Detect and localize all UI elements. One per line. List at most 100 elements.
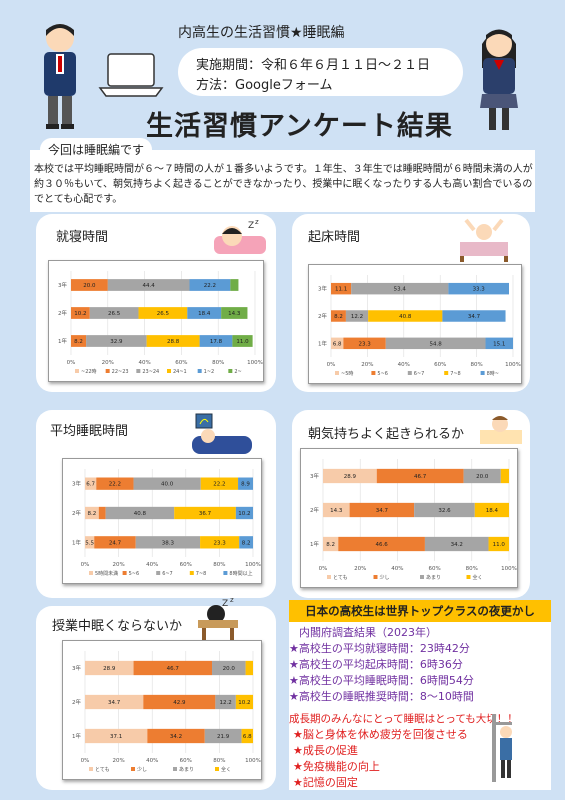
- category-label: 2年: [310, 506, 319, 514]
- info-point-3: ★免疫機能の向上: [293, 760, 380, 773]
- info-point-4: ★記憶の固定: [293, 776, 358, 789]
- chart-title-morning: 朝気持ちよく起きられるか: [300, 420, 473, 445]
- data-label: 40.8: [134, 511, 147, 517]
- x-tick-label: 80%: [212, 360, 224, 366]
- data-label: 28.9: [103, 666, 116, 672]
- category-label: 2年: [72, 509, 81, 517]
- legend-label: 22~23: [112, 369, 129, 375]
- data-label: 46.6: [375, 542, 388, 548]
- category-label: 2年: [318, 312, 327, 320]
- data-label: 54.8: [430, 341, 443, 347]
- info-stat-2: ★高校生の平均起床時間：6時36分: [289, 658, 463, 671]
- x-tick-label: 20%: [361, 362, 373, 368]
- data-label: 34.7: [376, 508, 389, 514]
- bar-segment: [368, 310, 443, 322]
- category-label: 1年: [72, 732, 81, 740]
- legend-swatch: [189, 571, 194, 575]
- data-label: 24.7: [109, 540, 122, 546]
- category-label: 1年: [72, 538, 81, 546]
- data-label: 6.8: [243, 734, 252, 740]
- data-label: 46.7: [414, 474, 427, 480]
- bar-segment: [323, 468, 377, 484]
- girl-student-illustration: [480, 29, 518, 130]
- data-label: 22.2: [109, 482, 121, 488]
- legend-label: 1~2: [204, 369, 215, 375]
- bar-segment: [448, 282, 509, 295]
- data-label: 14.3: [330, 508, 343, 514]
- data-label: 11.0: [236, 339, 249, 345]
- laptop-illustration: [98, 53, 164, 97]
- x-tick-label: 100%: [501, 566, 517, 572]
- legend-swatch: [105, 369, 110, 373]
- bar-segment: [71, 279, 108, 291]
- legend-label: 7~8: [196, 571, 207, 577]
- bar-segment: [351, 282, 449, 295]
- bar-segment: [189, 279, 231, 291]
- bar-segment: [135, 536, 201, 549]
- legend-swatch: [444, 371, 449, 375]
- category-label: 2年: [72, 698, 81, 706]
- category-label: 1年: [58, 337, 67, 345]
- bar-segment: [133, 660, 213, 676]
- bar-segment: [239, 536, 253, 549]
- legend-swatch: [89, 767, 93, 771]
- data-label: 11.1: [335, 287, 347, 293]
- data-label: 34.7: [108, 700, 121, 706]
- bar-segment: [105, 506, 175, 520]
- x-tick-label: 60%: [180, 758, 192, 764]
- bar-segment: [85, 536, 95, 549]
- info-point-1: ★脳と身体を休め疲労を回復させる: [293, 728, 468, 741]
- bar-segment: [500, 468, 509, 484]
- bar-segment: [215, 694, 236, 710]
- bar-segment: [414, 502, 475, 518]
- svg-text:z: z: [230, 596, 234, 604]
- chart-title-waketime: 起床時間: [300, 223, 369, 248]
- x-tick-label: 40%: [146, 758, 158, 764]
- legend-label: とても: [333, 575, 348, 581]
- data-label: 8.2: [74, 339, 83, 345]
- bar-segment: [133, 477, 201, 490]
- data-label: 34.2: [451, 542, 463, 548]
- bar-segment: [174, 506, 236, 520]
- bar-segment: [147, 728, 205, 744]
- data-label: 8.2: [334, 314, 343, 320]
- x-tick-label: 20%: [112, 758, 124, 764]
- chart-sleepduration: 0% 20% 40% 60% 80% 100% 3年 6.7 22.2 40.0 22.2 8.9 2年…: [62, 458, 262, 584]
- data-label: 8.2: [326, 542, 335, 548]
- chart-sleepy: 0% 20% 40% 60% 80% 100% 3年 28.9 46.7 20.0 2年 34.7 42…: [62, 640, 262, 780]
- x-tick-label: 80%: [470, 362, 482, 368]
- x-tick-label: 60%: [434, 362, 446, 368]
- bar-segment: [94, 536, 136, 549]
- data-label: 46.7: [167, 666, 180, 672]
- legend-label: 6~7: [162, 571, 173, 577]
- data-label: 12.2: [219, 700, 231, 706]
- data-label: 26.5: [108, 311, 121, 317]
- legend-swatch: [373, 575, 378, 579]
- bar-segment: [238, 477, 253, 490]
- info-stat-3: ★高校生の平均睡眠時間：6時間54分: [289, 674, 474, 687]
- legend-swatch: [197, 369, 202, 373]
- info-subtitle: 内閣府調査結果（2023年）: [299, 626, 437, 639]
- bar-segment: [143, 694, 216, 710]
- bar-segment: [323, 536, 339, 552]
- data-label: 40.0: [161, 482, 174, 488]
- bar-segment: [235, 506, 253, 520]
- data-label: 28.8: [167, 339, 180, 345]
- info-title: 日本の高校生は世界トップクラスの夜更かし: [289, 600, 551, 622]
- bar-segment: [331, 310, 346, 322]
- bar-segment: [488, 536, 509, 552]
- x-tick-label: 0%: [319, 566, 328, 572]
- info-stat-4: ★高校生の睡眠推奨時間：8～10時間: [289, 690, 474, 703]
- legend-swatch: [131, 767, 135, 771]
- category-label: 2年: [58, 309, 67, 317]
- legend-label: ~22時: [81, 369, 97, 375]
- category-label: 3年: [318, 285, 327, 293]
- data-label: 6.7: [86, 482, 95, 488]
- svg-text:Z: Z: [248, 221, 254, 231]
- data-label: 22.2: [204, 283, 216, 289]
- bar-segment: [85, 694, 144, 710]
- legend-label: 2~: [234, 369, 241, 375]
- bar-segment: [338, 536, 425, 552]
- data-label: 8.2: [88, 511, 97, 517]
